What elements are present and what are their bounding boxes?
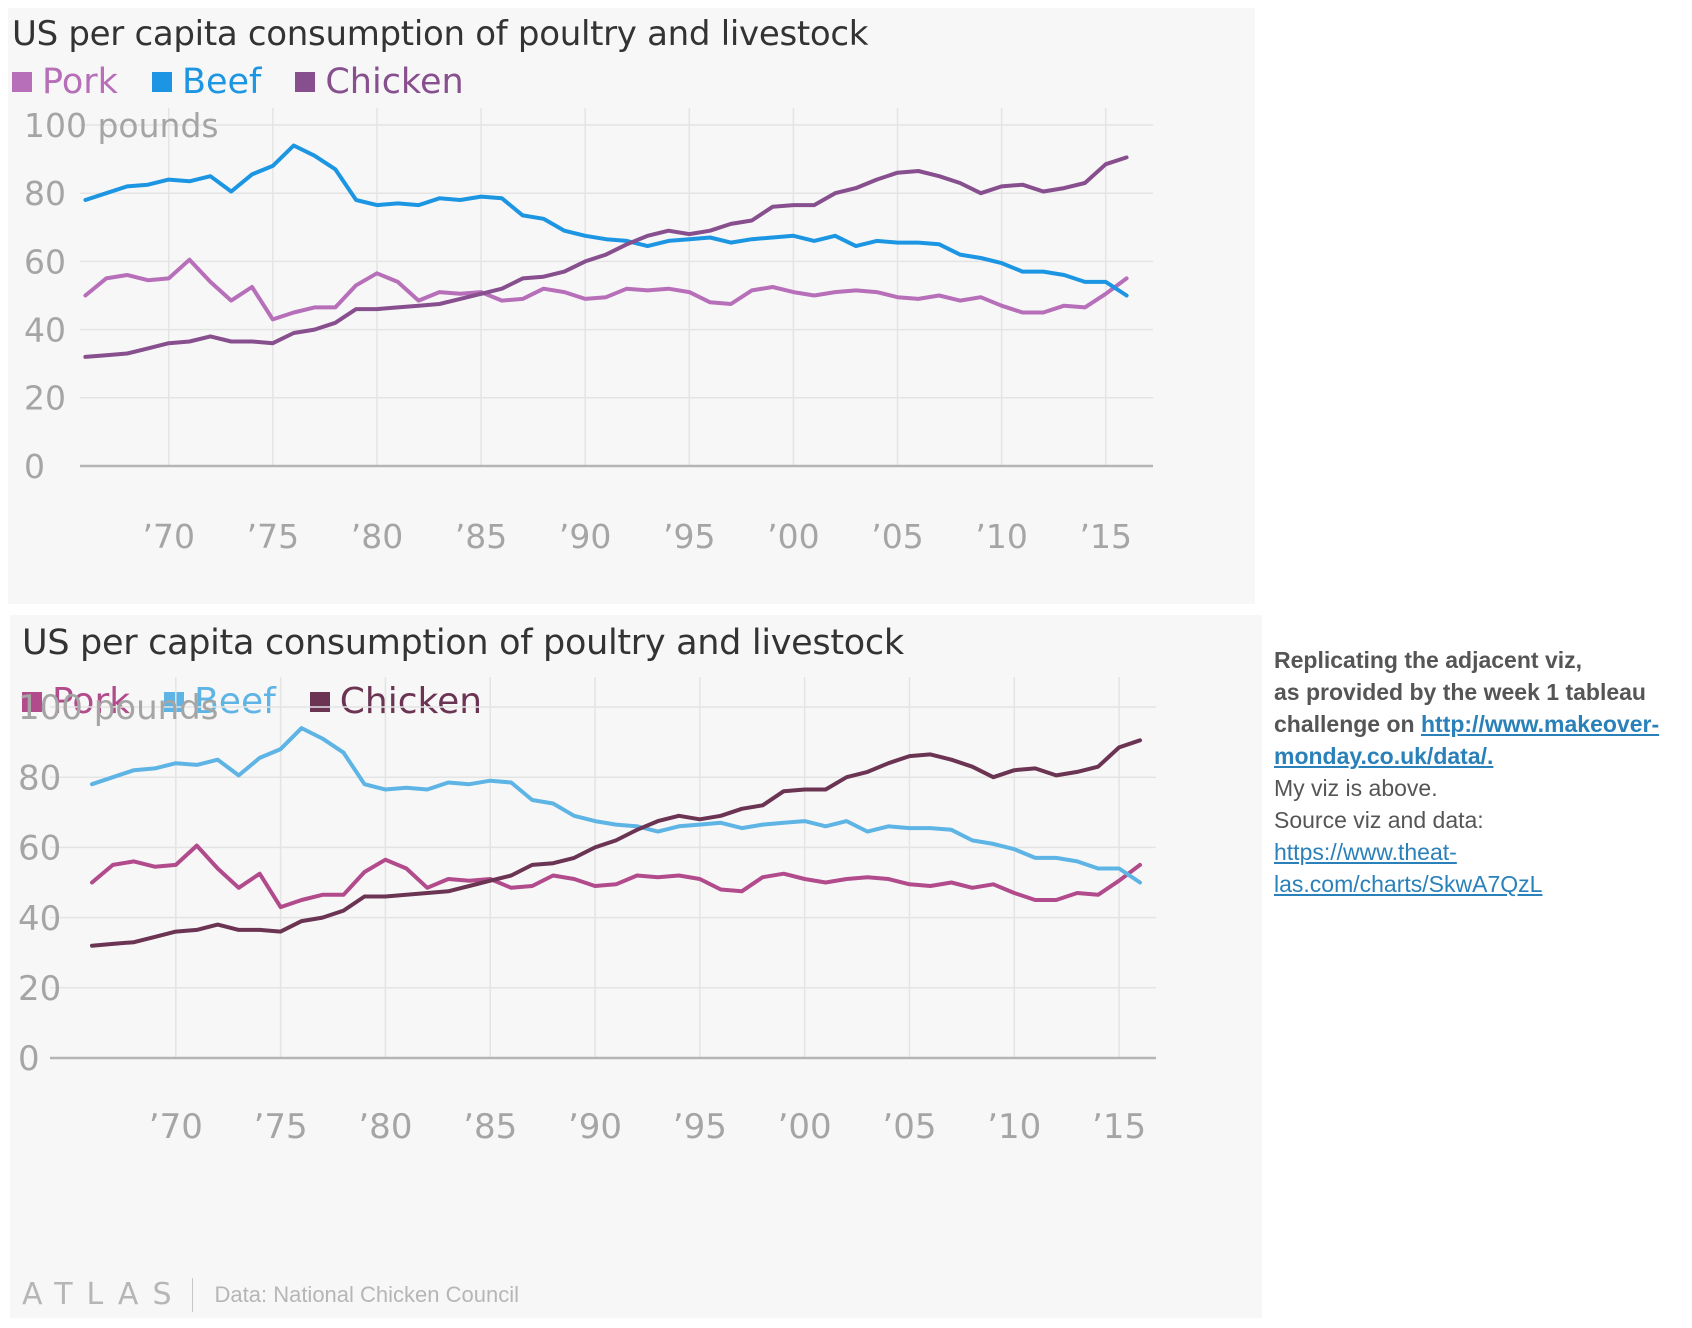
chart-footer: ATLAS Data: National Chicken Council	[22, 1277, 519, 1312]
series-line-beef[interactable]	[83, 143, 1129, 298]
footer-divider	[191, 1277, 193, 1312]
x-tick-label: ’95	[663, 517, 715, 556]
x-tick-label: ’05	[882, 1107, 936, 1147]
x-tick-label: ’80	[351, 517, 403, 556]
y-tick-label: 0	[24, 447, 45, 486]
y-tick-label: 80	[18, 758, 61, 798]
atlas-source-link-cont[interactable]: las.com/charts/SkwA7QzL	[1274, 871, 1543, 897]
legend-item-pork[interactable]: Pork	[22, 681, 130, 722]
series-line-chicken[interactable]	[90, 738, 1142, 948]
legend-item-chicken[interactable]: Chicken	[295, 62, 464, 102]
note-line: https://www.theat-	[1274, 836, 1686, 868]
x-tick-label: ’85	[463, 1107, 517, 1147]
legend-swatch-beef	[151, 72, 172, 92]
top-chart-panel: US per capita consumption of poultry and…	[8, 8, 1255, 604]
note-line: Replicating the adjacent viz,	[1274, 647, 1583, 673]
y-tick-label: 20	[18, 969, 61, 1009]
x-tick-label: ’70	[149, 1107, 203, 1147]
annotation-note: Replicating the adjacent viz, as provide…	[1274, 644, 1686, 900]
note-line: las.com/charts/SkwA7QzL	[1274, 868, 1686, 900]
data-source: Data: National Chicken Council	[214, 1281, 520, 1307]
legend-label-chicken: Chicken	[339, 681, 483, 722]
legend-swatch-chicken	[295, 72, 316, 92]
legend-item-pork[interactable]: Pork	[12, 62, 118, 102]
y-tick-label: 60	[24, 242, 66, 281]
y-tick-label: 40	[24, 310, 66, 349]
y-tick-label: 0	[18, 1039, 40, 1079]
x-tick-label: ’80	[358, 1107, 412, 1147]
y-tick-label: 100 pounds	[24, 106, 219, 145]
note-line: Source viz and data:	[1274, 807, 1484, 833]
legend-item-beef[interactable]: Beef	[164, 681, 276, 722]
y-tick-label: 20	[24, 379, 66, 418]
legend-label-pork: Pork	[52, 681, 131, 722]
legend-label-beef: Beef	[181, 62, 262, 102]
chart-title: US per capita consumption of poultry and…	[22, 623, 904, 663]
x-tick-label: ’05	[871, 517, 923, 556]
x-tick-label: ’00	[767, 517, 819, 556]
series-line-pork[interactable]	[90, 843, 1142, 910]
series-line-chicken[interactable]	[83, 155, 1129, 359]
x-tick-label: ’10	[975, 517, 1027, 556]
makeover-monday-link[interactable]: http://www.makeover-	[1420, 711, 1660, 737]
note-line: challenge on http://www.makeover-	[1274, 708, 1686, 740]
note-line: as provided by the week 1 tableau	[1274, 679, 1646, 705]
note-line: monday.co.uk/data/.	[1274, 740, 1686, 772]
top-line-chart: 0 20 40 60 80 100 pounds ’70 ’75 ’80 ’85 ’90 ’95 ’00…	[24, 106, 1153, 556]
legend-label-chicken: Chicken	[325, 62, 464, 102]
x-tick-label: ’15	[1092, 1107, 1146, 1147]
x-tick-label: ’00	[778, 1107, 832, 1147]
note-text: challenge on	[1274, 711, 1421, 737]
atlas-source-link[interactable]: https://www.theat-	[1274, 839, 1457, 865]
series-line-beef[interactable]	[90, 726, 1142, 885]
x-tick-label: ’95	[673, 1107, 727, 1147]
legend-swatch-pork	[22, 691, 42, 712]
makeover-monday-link-cont[interactable]: monday.co.uk/data/.	[1274, 743, 1494, 769]
series-line-pork[interactable]	[83, 257, 1129, 322]
bottom-chart-panel: US per capita consumption of poultry and…	[10, 615, 1262, 1318]
x-tick-label: ’70	[142, 517, 194, 556]
x-tick-label: ’10	[987, 1107, 1041, 1147]
x-tick-label: ’85	[455, 517, 507, 556]
y-tick-label: 80	[24, 174, 66, 213]
bottom-line-chart: 0 20 40 60 80 100 pounds ’70 ’75 ’80 ’85 ’90 ’95 ’00…	[18, 677, 1156, 1147]
x-tick-label: ’75	[247, 517, 299, 556]
legend-label-beef: Beef	[194, 681, 276, 722]
y-tick-label: 100 pounds	[18, 688, 218, 728]
chart-title: US per capita consumption of poultry and…	[12, 14, 869, 54]
legend-label-pork: Pork	[42, 62, 118, 102]
legend-swatch-pork	[12, 72, 32, 92]
x-tick-label: ’90	[568, 1107, 622, 1147]
x-tick-label: ’15	[1080, 517, 1132, 556]
x-tick-label: ’75	[254, 1107, 308, 1147]
x-tick-label: ’90	[559, 517, 611, 556]
y-tick-label: 40	[18, 899, 61, 939]
note-line: My viz is above.	[1274, 775, 1438, 801]
y-tick-label: 60	[18, 829, 61, 869]
legend-item-beef[interactable]: Beef	[151, 62, 262, 102]
chart-legend: Pork Beef Chicken	[22, 681, 516, 722]
atlas-logo[interactable]: ATLAS	[22, 1277, 186, 1312]
chart-legend: Pork Beef Chicken	[12, 62, 498, 102]
